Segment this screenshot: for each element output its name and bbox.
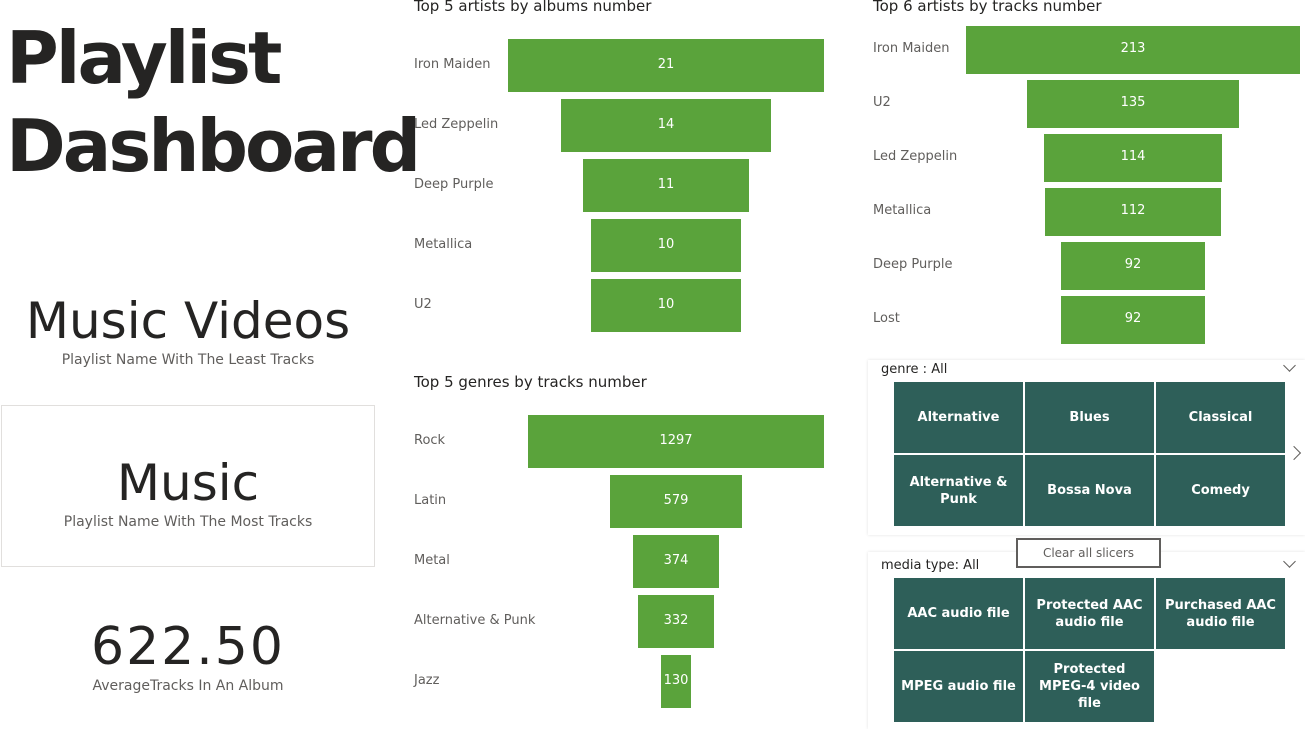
card-average-tracks: 622.50 AverageTracks In An Album — [0, 614, 376, 694]
slicer-tile[interactable]: Comedy — [1156, 455, 1285, 526]
funnel-bar[interactable] — [590, 279, 742, 332]
funnel-bar[interactable] — [1045, 188, 1221, 236]
funnel-data-label: 213 — [1120, 41, 1146, 56]
funnel-data-label: 332 — [663, 612, 689, 628]
card-label: AverageTracks In An Album — [92, 678, 284, 694]
funnel-category-label: Deep Purple — [414, 176, 494, 192]
funnel-data-label: 92 — [1124, 257, 1142, 272]
card-least-tracks: Music Videos Playlist Name With The Leas… — [0, 290, 376, 368]
slicer-tile[interactable]: Alternative & Punk — [894, 455, 1023, 526]
funnel-category-label: Metal — [414, 552, 450, 568]
funnel-category-label: Iron Maiden — [873, 41, 950, 56]
funnel-bar[interactable] — [609, 475, 743, 528]
funnel-bar[interactable] — [966, 26, 1300, 74]
funnel-data-label: 114 — [1120, 149, 1146, 164]
clear-all-slicers-button[interactable]: Clear all slicers — [1016, 538, 1161, 568]
card-most-tracks: Music Playlist Name With The Most Tracks — [0, 452, 376, 530]
funnel-data-label: 579 — [663, 492, 689, 508]
slicer-tile[interactable]: Protected AAC audio file — [1025, 578, 1154, 649]
funnel-data-label: 92 — [1124, 311, 1142, 326]
funnel-category-label: Led Zeppelin — [873, 149, 958, 164]
funnel-category-label: U2 — [414, 296, 432, 312]
funnel-data-label: 10 — [657, 296, 675, 312]
slicer-tile[interactable]: Bossa Nova — [1025, 455, 1154, 526]
funnel-bar[interactable] — [1060, 242, 1206, 290]
funnel-bar[interactable] — [661, 655, 691, 708]
funnel-bar[interactable] — [590, 219, 742, 272]
card-value: 622.50 — [91, 617, 285, 677]
funnel-category-label: Alternative & Punk — [414, 612, 536, 628]
funnel-category-label: Lost — [873, 311, 900, 326]
card-most-tracks-frame — [1, 405, 375, 567]
funnel-bar[interactable] — [638, 595, 714, 648]
funnel-category-label: Metallica — [873, 203, 932, 218]
funnel-bar[interactable] — [1043, 134, 1223, 182]
funnel-data-label: 1297 — [659, 432, 693, 448]
funnel-category-label: Metallica — [414, 236, 473, 252]
funnel-bar[interactable] — [1027, 80, 1239, 128]
funnel-data-label: 11 — [657, 176, 675, 192]
funnel-category-label: Rock — [414, 432, 446, 448]
slicer-tile[interactable]: Protected MPEG-4 video file — [1025, 651, 1154, 722]
title-line-2: Dashboard — [6, 104, 421, 188]
slicer-tile[interactable]: Purchased AAC audio file — [1156, 578, 1285, 649]
funnel-data-label: 14 — [657, 116, 675, 132]
media-type-slicer-header: media type: All — [881, 558, 980, 573]
funnel-data-label: 130 — [663, 672, 689, 688]
genre-slicer-header: genre : All — [881, 362, 948, 377]
funnel-category-label: Jazz — [414, 672, 440, 688]
slicer-tile[interactable]: Blues — [1025, 382, 1154, 453]
slicer-tile[interactable]: MPEG audio file — [894, 651, 1023, 722]
slicer-tile[interactable]: AAC audio file — [894, 578, 1023, 649]
funnel-bar[interactable] — [560, 99, 772, 152]
funnel-bar[interactable] — [583, 159, 749, 212]
funnel-data-label: 112 — [1120, 203, 1146, 218]
funnel-category-label: Iron Maiden — [414, 56, 491, 72]
funnel-bar[interactable] — [528, 415, 824, 468]
funnel-category-label: Led Zeppelin — [414, 116, 499, 132]
title-line-1: Playlist — [6, 16, 282, 100]
card-label: Playlist Name With The Least Tracks — [61, 352, 315, 368]
funnel-bar[interactable] — [1060, 296, 1206, 344]
chart-title: Top 5 genres by tracks number — [414, 373, 647, 391]
funnel-bar[interactable] — [508, 39, 824, 92]
card-label: Playlist Name With The Most Tracks — [63, 514, 313, 530]
card-value: Music — [116, 454, 260, 512]
chart-title: Top 5 artists by albums number — [414, 0, 652, 15]
funnel-bar[interactable] — [633, 535, 719, 588]
funnel-category-label: Latin — [414, 492, 447, 508]
funnel-category-label: U2 — [873, 95, 891, 110]
funnel-data-label: 21 — [657, 56, 675, 72]
funnel-data-label: 135 — [1120, 95, 1146, 110]
funnel-data-label: 10 — [657, 236, 675, 252]
dashboard-title: Playlist Dashboard — [6, 14, 421, 190]
chart-title: Top 6 artists by tracks number — [873, 0, 1102, 15]
card-value: Music Videos — [25, 292, 351, 350]
funnel-category-label: Deep Purple — [873, 257, 953, 272]
funnel-data-label: 374 — [663, 552, 689, 568]
slicer-tile[interactable]: Alternative — [894, 382, 1023, 453]
slicer-tile[interactable]: Classical — [1156, 382, 1285, 453]
